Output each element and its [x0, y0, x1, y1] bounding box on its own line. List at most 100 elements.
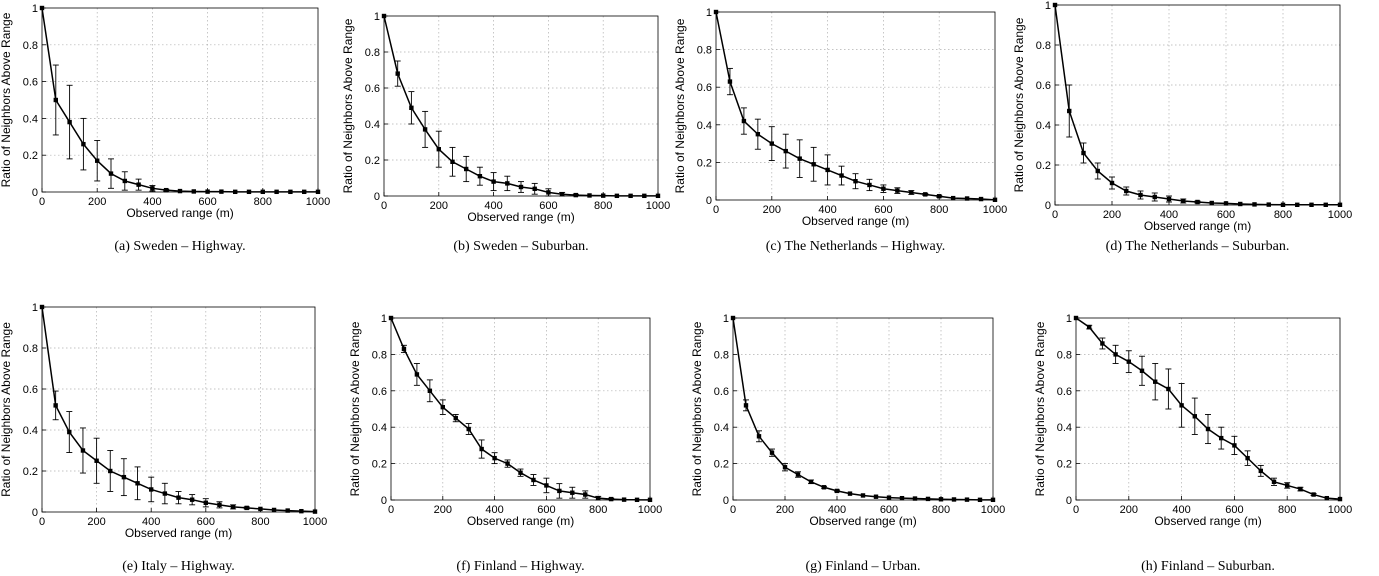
y-tick-label: 1: [706, 7, 712, 19]
data-point: [925, 496, 931, 502]
chart-panel-3: 0 200 400 600 800 1000 0 0.2 0.4 0.6 0.8 1 Observed …: [673, 7, 1007, 254]
x-tick-label: 1000: [303, 516, 327, 528]
data-point: [1337, 202, 1343, 207]
data-point: [312, 509, 318, 514]
data-point: [1223, 201, 1229, 206]
y-axis-label: Ratio of Neighbors Above Range: [1012, 17, 1026, 192]
x-tick-label: 0: [39, 196, 45, 208]
x-axis-label: Observed range (m): [125, 526, 232, 540]
data-point: [544, 483, 549, 488]
y-tick-label: 0.6: [1057, 386, 1072, 398]
data-point: [1295, 202, 1300, 207]
data-point: [53, 97, 58, 103]
y-tick-label: 0: [1066, 495, 1072, 507]
data-point: [315, 189, 321, 195]
data-point: [1192, 414, 1197, 419]
data-point: [518, 184, 524, 190]
y-tick-label: 0.4: [23, 113, 38, 125]
data-point: [867, 182, 872, 188]
x-tick-label: 1000: [981, 504, 1005, 516]
x-tick-label: 200: [763, 204, 781, 216]
y-tick-label: 0.6: [23, 77, 38, 89]
panel-caption: (d) The Netherlands – Suburban.: [1106, 239, 1290, 254]
data-point: [834, 488, 840, 494]
data-point: [964, 497, 970, 502]
y-tick-label: 0.4: [23, 425, 38, 437]
x-tick-label: 600: [1217, 209, 1235, 221]
x-tick-label: 600: [1225, 504, 1243, 516]
y-tick-label: 0: [374, 191, 380, 203]
data-point: [203, 500, 208, 505]
chart-panel-7: 0 200 400 600 800 1000 0 0.2 0.4 0.6 0.8 1 Observed …: [690, 313, 1005, 574]
data-point: [783, 148, 788, 154]
x-axis-label: Observed range (m): [809, 514, 916, 528]
y-tick-label: 0.2: [1036, 160, 1051, 172]
data-point: [233, 189, 238, 195]
data-point: [150, 186, 155, 191]
panel-caption: (e) Italy – Highway.: [122, 559, 235, 574]
data-point: [634, 497, 640, 503]
y-axis-label: Ratio of Neighbors Above Range: [341, 18, 355, 193]
data-point: [1219, 435, 1224, 441]
data-point: [81, 141, 86, 147]
data-point: [655, 193, 661, 199]
data-point: [274, 189, 279, 195]
x-tick-label: 400: [485, 504, 503, 516]
data-point: [136, 182, 141, 187]
data-point: [189, 497, 195, 502]
x-tick-label: 0: [730, 504, 736, 516]
data-point: [135, 481, 140, 486]
data-point: [409, 105, 414, 110]
data-point: [1324, 495, 1329, 501]
y-tick-label: 0.6: [714, 386, 729, 398]
data-point: [1113, 352, 1118, 357]
y-tick-label: 0: [381, 495, 387, 507]
data-point: [1252, 202, 1257, 207]
data-point: [1258, 468, 1263, 474]
x-tick-label: 200: [1120, 504, 1138, 516]
plot-frame: [715, 11, 996, 201]
data-point: [769, 450, 775, 455]
data-point: [614, 193, 620, 199]
panel-caption: (b) Sweden – Suburban.: [453, 239, 588, 254]
data-point: [743, 403, 749, 408]
series-line: [715, 11, 996, 201]
data-point: [1232, 443, 1237, 448]
data-point: [67, 429, 72, 435]
data-point: [479, 446, 484, 452]
y-tick-label: 0.2: [714, 459, 729, 471]
data-point: [94, 458, 99, 463]
data-point: [285, 508, 290, 513]
data-point: [881, 186, 886, 191]
data-point: [464, 166, 469, 172]
data-point: [977, 497, 983, 503]
x-tick-label: 400: [484, 200, 502, 212]
y-tick-label: 0.2: [23, 466, 38, 478]
data-point: [1073, 315, 1079, 321]
data-point: [1337, 496, 1343, 502]
y-tick-label: 0.6: [365, 83, 380, 95]
y-tick-label: 0: [723, 495, 729, 507]
data-point: [647, 497, 653, 503]
x-tick-label: 200: [1103, 209, 1121, 221]
x-tick-label: 800: [1278, 504, 1296, 516]
data-point: [1138, 192, 1143, 198]
data-point: [395, 71, 400, 76]
data-point: [573, 192, 578, 198]
data-point: [628, 193, 633, 199]
series-line: [383, 15, 658, 197]
y-tick-label: 0: [32, 507, 38, 519]
data-point: [205, 189, 210, 194]
y-tick-label: 1: [381, 313, 387, 325]
data-point: [909, 190, 914, 195]
y-tick-label: 0.2: [697, 157, 712, 169]
data-point: [795, 472, 801, 477]
chart-panel-6: 0 200 400 600 800 1000 0 0.2 0.4 0.6 0.8 1 Observed …: [348, 313, 662, 574]
y-tick-label: 0.6: [697, 82, 712, 94]
y-tick-label: 0.4: [372, 422, 387, 434]
data-point: [219, 189, 224, 194]
y-tick-label: 0.6: [23, 384, 38, 396]
plot-frame: [1054, 4, 1341, 206]
y-tick-label: 0.4: [697, 120, 712, 132]
